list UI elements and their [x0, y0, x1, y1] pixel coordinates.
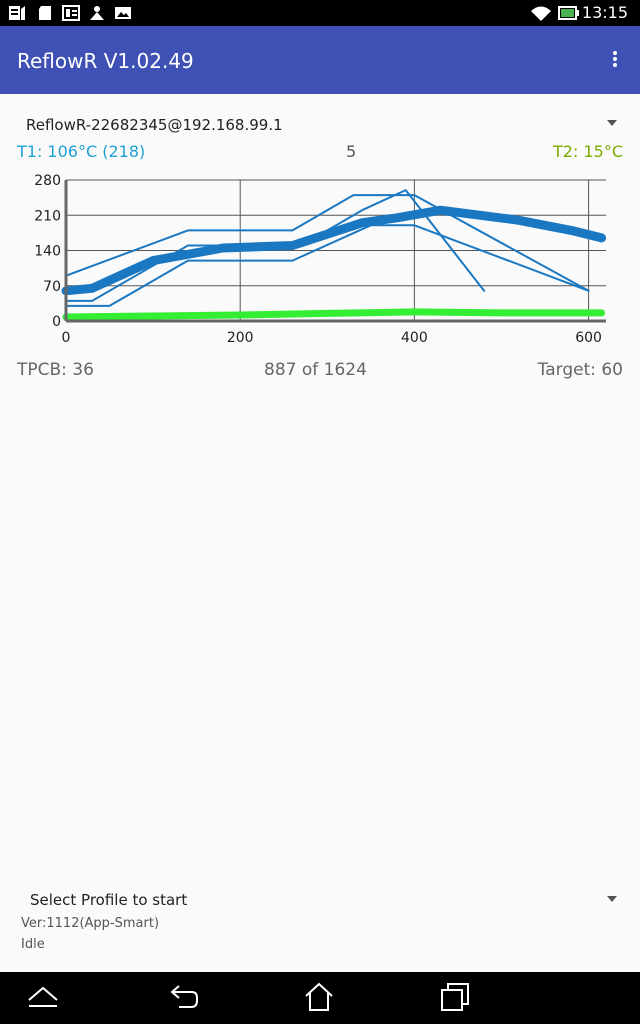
y-tick-label: 210 — [34, 208, 61, 224]
y-tick-label: 140 — [34, 244, 61, 260]
y-tick-label: 0 — [52, 314, 61, 330]
t1-readout: T1: 106°C (218) — [17, 142, 146, 161]
nav-bar — [0, 972, 640, 1024]
x-tick-label: 0 — [62, 330, 71, 346]
recents-icon[interactable] — [438, 980, 472, 1014]
profile-selector[interactable]: Select Profile to start — [0, 888, 640, 916]
app-title: ReflowR V1.02.49 — [17, 49, 194, 73]
y-tick-label: 280 — [34, 173, 61, 189]
chevron-down-icon — [607, 120, 617, 126]
device-selector[interactable]: ReflowR-22682345@192.168.99.1 — [0, 112, 640, 140]
state-label: Idle — [21, 937, 45, 952]
tpcb-readout: TPCB: 36 — [17, 360, 94, 380]
news-icon — [62, 5, 80, 21]
sd-card-icon — [39, 6, 51, 20]
version-label: Ver:1112(App-Smart) — [21, 916, 160, 931]
home-icon[interactable] — [302, 980, 336, 1014]
x-tick-label: 200 — [227, 330, 254, 346]
app-bar: ReflowR V1.02.49 — [0, 26, 640, 94]
target-readout: Target: 60 — [537, 360, 623, 380]
status-bar: 13:15 — [0, 0, 640, 26]
reflow-chart: 0 70 140 210 280 0 200 400 600 — [34, 173, 607, 346]
series-line-2 — [65, 224, 590, 307]
progress-readout: 887 of 1624 — [264, 360, 367, 380]
status-time: 13:15 — [581, 3, 628, 22]
x-tick-label: 600 — [575, 330, 602, 346]
back-icon[interactable] — [166, 980, 200, 1014]
center-readout: 5 — [346, 142, 357, 161]
t2-readout: T2: 15°C — [553, 142, 623, 161]
y-tick-label: 70 — [43, 279, 61, 295]
more-vert-icon[interactable] — [612, 51, 618, 69]
profile-placeholder: Select Profile to start — [30, 891, 188, 909]
series-line-0 — [65, 194, 590, 292]
chevron-down-icon — [607, 896, 617, 902]
person-icon — [90, 6, 104, 20]
wifi-icon — [531, 6, 551, 21]
battery-icon — [558, 6, 579, 20]
menu-up-icon[interactable] — [26, 980, 60, 1014]
series-line-4 — [62, 308, 606, 321]
image-icon — [115, 7, 131, 19]
sim-data-icon — [9, 6, 25, 20]
x-tick-label: 400 — [401, 330, 428, 346]
device-selected-label: ReflowR-22682345@192.168.99.1 — [26, 116, 283, 134]
series-line-3 — [61, 205, 607, 296]
